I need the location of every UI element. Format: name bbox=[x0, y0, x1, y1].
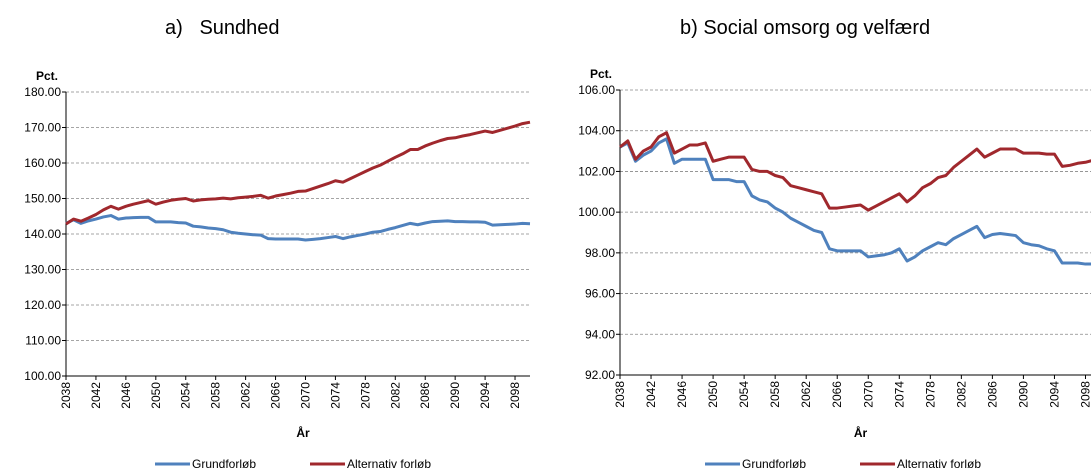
x-tick-label: 2038 bbox=[613, 381, 627, 408]
data-line bbox=[619, 137, 1091, 266]
y-tick-label: 106.00 bbox=[578, 83, 615, 97]
x-tick-label: 2042 bbox=[644, 381, 658, 408]
x-tick-label: 2070 bbox=[861, 381, 875, 408]
x-tick-label: 2074 bbox=[892, 381, 906, 408]
x-tick-label: 2038 bbox=[59, 382, 73, 409]
y-unit-label: Pct. bbox=[36, 69, 58, 83]
x-tick-label: 2058 bbox=[768, 381, 782, 408]
x-tick-label: 2054 bbox=[179, 382, 193, 409]
x-tick-label: 2062 bbox=[239, 382, 253, 409]
x-axis-label: År bbox=[296, 425, 310, 440]
x-axis-label: År bbox=[854, 425, 868, 440]
y-tick-label: 96.00 bbox=[585, 287, 615, 301]
x-tick-label: 2042 bbox=[89, 382, 103, 409]
y-tick-label: 120.00 bbox=[24, 298, 61, 312]
y-tick-label: 92.00 bbox=[585, 368, 615, 382]
y-tick-label: 130.00 bbox=[24, 263, 61, 277]
y-tick-label: 104.00 bbox=[578, 124, 615, 138]
y-unit-label: Pct. bbox=[590, 67, 612, 81]
x-tick-label: 2050 bbox=[706, 381, 720, 408]
x-tick-label: 2066 bbox=[269, 382, 283, 409]
x-tick-label: 2090 bbox=[448, 382, 462, 409]
x-tick-label: 2058 bbox=[209, 382, 223, 409]
x-tick-label: 2078 bbox=[358, 382, 372, 409]
x-tick-label: 2094 bbox=[1047, 381, 1061, 408]
y-tick-label: 140.00 bbox=[24, 227, 61, 241]
y-tick-label: 100.00 bbox=[24, 369, 61, 383]
x-tick-label: 2098 bbox=[508, 382, 522, 409]
x-tick-label: 2074 bbox=[328, 382, 342, 409]
y-tick-label: 180.00 bbox=[24, 85, 61, 99]
chart-title: b) Social omsorg og velfærd bbox=[680, 17, 930, 39]
x-tick-label: 2066 bbox=[830, 381, 844, 408]
chart-title: a) Sundhed bbox=[165, 17, 280, 39]
x-tick-label: 2082 bbox=[388, 382, 402, 409]
x-tick-label: 2086 bbox=[985, 381, 999, 408]
y-tick-label: 102.00 bbox=[578, 164, 615, 178]
x-tick-label: 2090 bbox=[1016, 381, 1030, 408]
x-tick-label: 2050 bbox=[149, 382, 163, 409]
data-line bbox=[619, 131, 1091, 212]
legend-label: Alternativ forløb bbox=[897, 457, 981, 471]
y-tick-label: 150.00 bbox=[24, 192, 61, 206]
x-tick-label: 2082 bbox=[954, 381, 968, 408]
x-tick-label: 2046 bbox=[119, 382, 133, 409]
y-tick-label: 94.00 bbox=[585, 327, 615, 341]
x-tick-label: 2086 bbox=[418, 382, 432, 409]
y-tick-label: 160.00 bbox=[24, 156, 61, 170]
x-tick-label: 2046 bbox=[675, 381, 689, 408]
x-tick-label: 2078 bbox=[923, 381, 937, 408]
y-tick-label: 170.00 bbox=[24, 121, 61, 135]
x-tick-label: 2098 bbox=[1078, 381, 1091, 408]
x-tick-label: 2070 bbox=[298, 382, 312, 409]
y-tick-label: 98.00 bbox=[585, 246, 615, 260]
data-line bbox=[65, 214, 531, 242]
legend-label: Alternativ forløb bbox=[347, 457, 431, 471]
y-tick-label: 100.00 bbox=[578, 205, 615, 219]
legend-label: Grundforløb bbox=[192, 457, 256, 471]
x-tick-label: 2054 bbox=[737, 381, 751, 408]
y-tick-label: 110.00 bbox=[25, 334, 61, 348]
legend-label: Grundforløb bbox=[742, 457, 806, 471]
data-line bbox=[65, 120, 531, 226]
x-tick-label: 2062 bbox=[799, 381, 813, 408]
x-tick-label: 2094 bbox=[478, 382, 492, 409]
